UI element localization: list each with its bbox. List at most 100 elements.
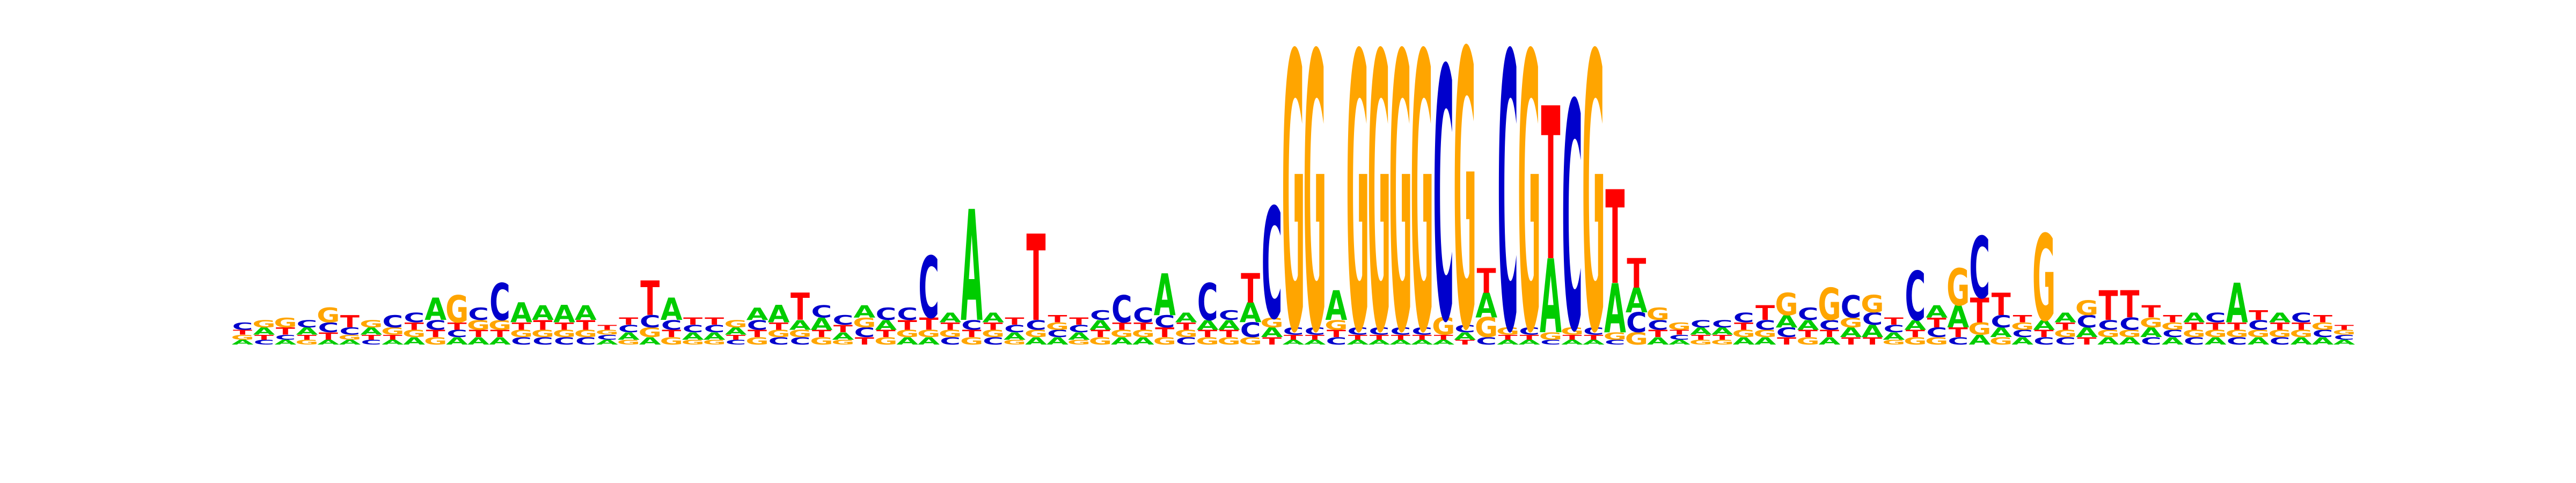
logo-letter-g-pos-15: G xyxy=(531,328,554,340)
logo-letter-c-pos-36: C xyxy=(983,335,1004,347)
logo-letter-a-pos-56: A xyxy=(1411,338,1433,346)
logo-letter-g-pos-54: G xyxy=(1367,0,1391,418)
logo-letter-c-pos-81: C xyxy=(1948,335,1968,347)
logo-letter-c-pos-63: C xyxy=(1562,39,1583,401)
logo-letter-a-pos-89: A xyxy=(2119,335,2141,347)
logo-letter-a-pos-37: A xyxy=(1004,331,1026,342)
logo-letter-t-pos-3: T xyxy=(276,325,295,337)
logo-letter-a-pos-34: A xyxy=(939,310,961,325)
logo-letter-c-pos-94: C xyxy=(2227,335,2248,347)
logo-letter-c-pos-65: C xyxy=(1605,338,1626,346)
logo-letter-a-pos-74: A xyxy=(1797,317,1819,333)
logo-letter-g-pos-18: G xyxy=(596,328,619,336)
logo-letter-a-pos-20: A xyxy=(639,335,661,347)
logo-letter-g-pos-90: G xyxy=(2140,315,2163,331)
logo-letter-g-pos-29: G xyxy=(831,338,854,346)
logo-letter-c-pos-52: C xyxy=(1326,335,1347,347)
logo-letter-g-pos-92: G xyxy=(2183,328,2206,340)
logo-letter-c-pos-8: C xyxy=(382,312,403,332)
logo-letter-a-pos-86: A xyxy=(2054,310,2076,325)
logo-letter-c-pos-48: C xyxy=(1240,318,1261,342)
logo-letter-c-pos-6: C xyxy=(339,325,360,337)
logo-letter-c-pos-86: C xyxy=(2055,335,2076,347)
logo-letter-c-pos-51: C xyxy=(1305,325,1326,337)
logo-letter-c-pos-98: C xyxy=(2312,328,2333,340)
logo-letter-c-pos-54: C xyxy=(1368,325,1389,337)
logo-letter-t-pos-95: T xyxy=(2249,308,2268,323)
logo-letter-a-pos-75: A xyxy=(1819,335,1841,347)
logo-letter-a-pos-32: A xyxy=(896,335,918,347)
logo-letter-c-pos-26: C xyxy=(769,335,789,347)
logo-letter-c-pos-21: C xyxy=(661,317,682,333)
logo-letter-a-pos-36: A xyxy=(982,310,1004,325)
logo-letter-c-pos-87: C xyxy=(2076,312,2097,332)
logo-letter-c-pos-16: C xyxy=(554,335,575,347)
logo-letter-g-pos-14: G xyxy=(510,328,533,340)
logo-letter-g-pos-21: G xyxy=(660,335,683,347)
logo-letter-t-pos-7: T xyxy=(362,333,381,341)
logo-letter-g-pos-62: G xyxy=(1539,331,1562,342)
logo-letter-c-pos-71: C xyxy=(1733,310,1754,325)
logo-letter-t-pos-38: T xyxy=(1026,210,1045,348)
logo-letter-a-pos-1: A xyxy=(232,338,254,346)
logo-letter-t-pos-72: T xyxy=(1755,301,1775,325)
logo-letter-c-pos-79: C xyxy=(1905,257,1926,336)
logo-letter-c-pos-64: C xyxy=(1583,325,1604,337)
logo-letter-a-pos-55: A xyxy=(1389,338,1411,346)
logo-letter-a-pos-46: A xyxy=(1197,317,1219,333)
logo-letter-c-pos-29: C xyxy=(833,312,854,328)
logo-letter-g-pos-35: G xyxy=(960,335,983,347)
logo-letter-t-pos-91: T xyxy=(2163,313,2182,325)
logo-letter-g-pos-78: G xyxy=(1882,338,1905,346)
logo-letter-g-pos-64: G xyxy=(1582,0,1605,418)
logo-letter-a-pos-44: A xyxy=(1154,262,1176,328)
logo-letter-g-pos-37: G xyxy=(1003,338,1026,346)
logo-letter-c-pos-20: C xyxy=(640,312,661,332)
logo-letter-g-pos-39: G xyxy=(1046,320,1069,332)
logo-letter-a-pos-93: A xyxy=(2205,335,2227,347)
logo-letter-g-pos-97: G xyxy=(2289,328,2312,340)
logo-letter-c-pos-10: C xyxy=(425,317,446,333)
logo-letter-a-pos-2: A xyxy=(253,325,275,337)
logo-letter-g-pos-23: G xyxy=(702,338,726,346)
logo-letter-c-pos-76: C xyxy=(1841,289,1862,325)
logo-letter-c-pos-57: C xyxy=(1433,0,1454,399)
logo-letter-c-pos-37: C xyxy=(1004,323,1025,335)
logo-letter-g-pos-16: G xyxy=(553,328,576,340)
logo-letter-t-pos-28: T xyxy=(812,328,831,340)
logo-letter-g-pos-55: G xyxy=(1389,0,1412,418)
logo-letter-t-pos-78: T xyxy=(1884,316,1904,327)
logo-letter-c-pos-62: C xyxy=(1540,338,1561,346)
logo-letter-g-pos-19: G xyxy=(617,338,640,346)
logo-letter-g-pos-4: G xyxy=(295,338,318,346)
logo-letter-a-pos-39: A xyxy=(1046,335,1069,347)
logo-letter-g-pos-85: G xyxy=(2032,210,2055,348)
logo-letter-c-pos-7: C xyxy=(361,338,382,346)
logo-letter-t-pos-87: T xyxy=(2077,335,2097,347)
logo-letter-c-pos-47: C xyxy=(1219,308,1240,323)
logo-letter-c-pos-74: C xyxy=(1798,305,1819,324)
logo-letter-c-pos-27: C xyxy=(790,335,811,347)
logo-letter-a-pos-83: A xyxy=(1990,325,2012,340)
logo-letter-a-pos-97: A xyxy=(2290,335,2312,347)
logo-letter-g-pos-93: G xyxy=(2204,328,2227,340)
logo-letter-g-pos-30: G xyxy=(853,315,876,331)
logo-letter-c-pos-49: C xyxy=(1262,177,1283,354)
logo-letter-c-pos-17: C xyxy=(575,335,596,347)
logo-letter-g-pos-8: G xyxy=(381,325,404,337)
logo-letter-a-pos-58: A xyxy=(1454,331,1476,342)
logo-letter-t-pos-50: T xyxy=(1284,333,1303,341)
logo-letter-c-pos-18: C xyxy=(597,333,618,341)
logo-letter-a-pos-8: A xyxy=(382,338,404,346)
logo-letter-c-pos-88: C xyxy=(2098,317,2119,333)
logo-letter-t-pos-79: T xyxy=(1906,328,1925,340)
logo-letter-t-pos-15: T xyxy=(533,317,552,333)
logo-letter-a-pos-61: A xyxy=(1518,338,1540,346)
logo-letter-g-pos-50: G xyxy=(1282,0,1305,418)
logo-letter-t-pos-2: T xyxy=(254,333,274,341)
logo-letter-g-pos-17: G xyxy=(574,328,597,340)
logo-letter-t-pos-62: T xyxy=(1541,63,1561,308)
logo-letter-c-pos-32: C xyxy=(897,305,918,324)
logo-letter-a-pos-98: A xyxy=(2312,335,2334,347)
logo-letter-g-pos-7: G xyxy=(360,318,383,330)
